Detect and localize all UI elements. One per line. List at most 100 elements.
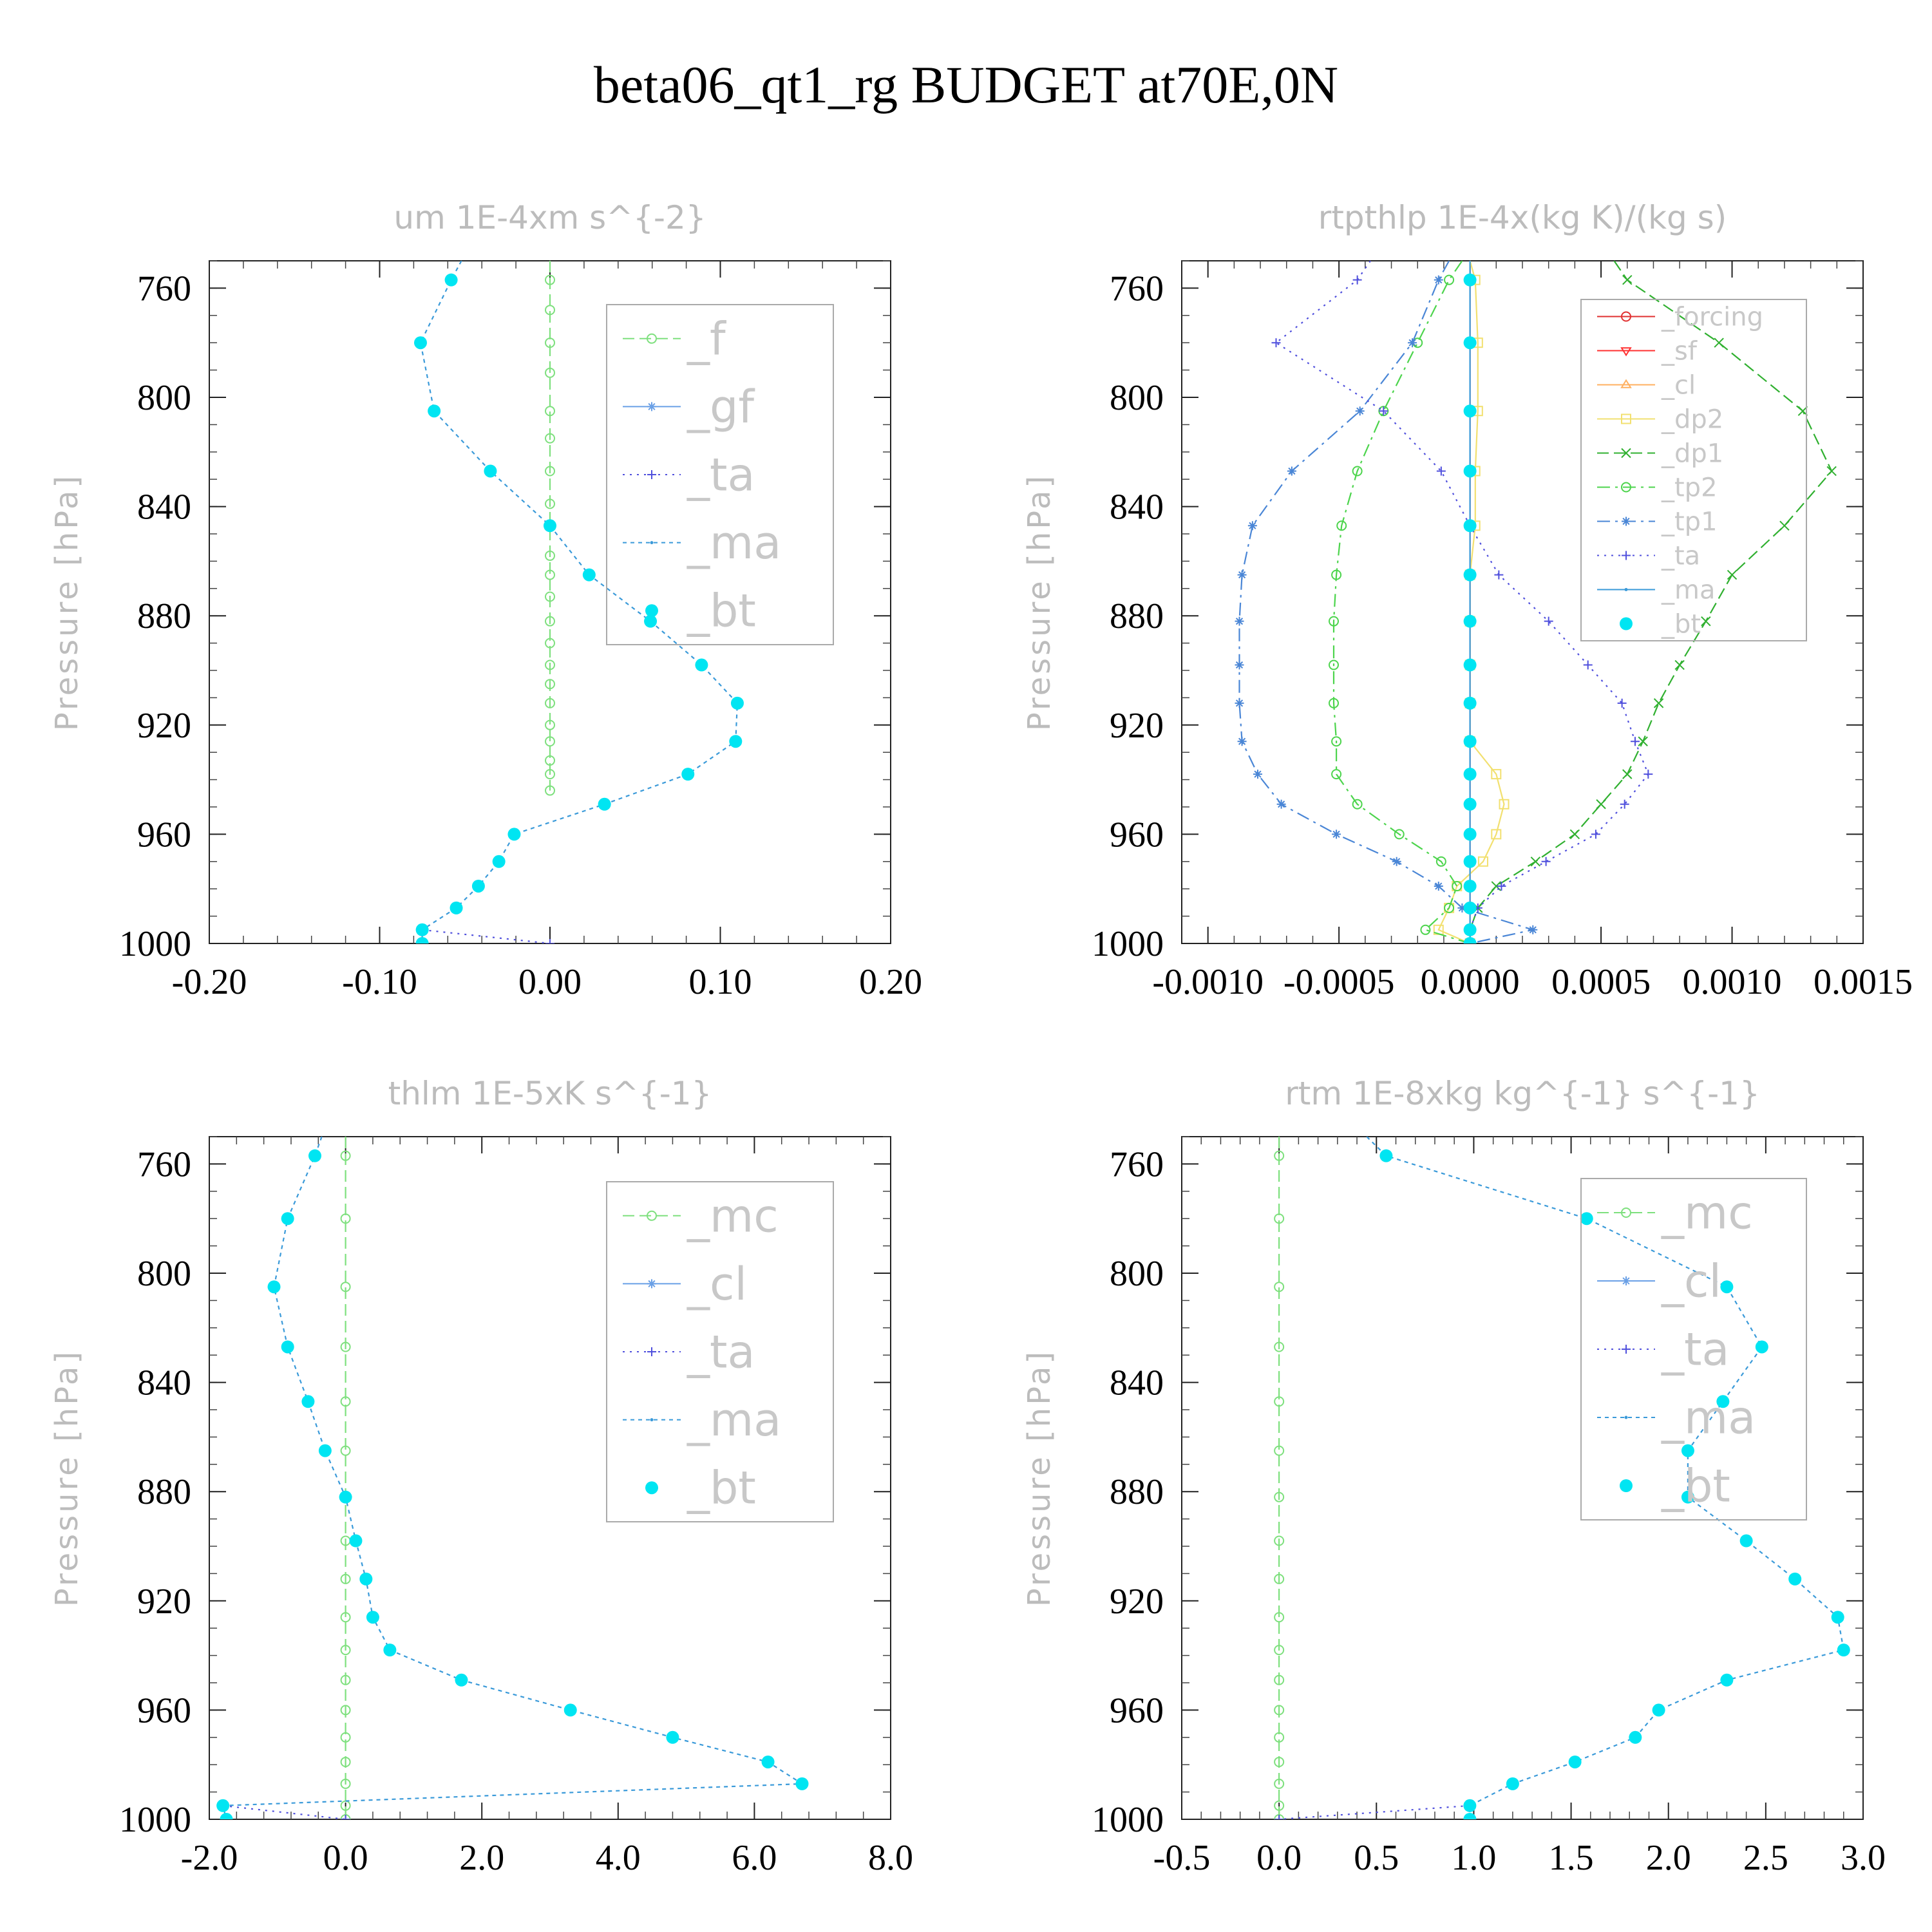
series-tp1-point — [1235, 698, 1244, 708]
y-tick-label: 840 — [1110, 488, 1164, 527]
series-dp2-line — [1437, 261, 1505, 943]
series-tp1-point — [1434, 881, 1443, 891]
series-ta-point — [1436, 466, 1446, 476]
series-bt-point — [1463, 519, 1477, 533]
series-f-point — [545, 406, 555, 417]
series-bt-point — [582, 568, 596, 582]
x-tick-label: 0.0015 — [1814, 962, 1913, 1002]
series-bt-point — [1463, 696, 1477, 710]
y-tick-label: 920 — [1110, 1582, 1164, 1622]
series-bt-point — [681, 768, 695, 781]
series-mc-point — [340, 1732, 351, 1743]
series-f-point — [545, 569, 555, 580]
series-f-point — [545, 337, 555, 348]
legend-label: _sf — [1661, 337, 1698, 366]
series-dp1-point — [1569, 829, 1580, 840]
y-tick-label: 800 — [137, 1254, 191, 1294]
series-tp2-point — [1329, 616, 1340, 627]
series-mc-point — [340, 1705, 351, 1716]
series-bt-point — [1720, 1280, 1734, 1294]
series-bt-point — [484, 464, 497, 478]
series-mc-point — [1274, 1705, 1285, 1716]
series-mc-point — [340, 1778, 351, 1789]
series-mc-point — [1274, 1396, 1285, 1407]
legend-label: _ma — [687, 516, 781, 569]
series-f-point — [545, 305, 555, 316]
series-dp1-line — [1469, 261, 1833, 943]
legend-label: _ma — [687, 1394, 781, 1446]
legend-label: _tp1 — [1661, 507, 1718, 537]
series-dp1-point — [1638, 736, 1648, 746]
legend-marker — [647, 1210, 657, 1221]
x-tick-label: -2.0 — [181, 1838, 238, 1878]
series-f-point — [545, 697, 555, 708]
series-f-point — [545, 591, 555, 602]
series-mc-point — [340, 1756, 351, 1767]
legend-marker — [1620, 1479, 1633, 1492]
series-mc-point — [340, 1150, 351, 1161]
x-tick-label: 0.20 — [859, 962, 922, 1002]
legend-marker — [645, 1481, 658, 1495]
legend-label: _bt — [1661, 610, 1701, 639]
series-tp2-point — [1331, 569, 1342, 580]
plot-frame — [1181, 260, 1864, 944]
series-mc-point — [340, 1341, 351, 1352]
y-tick-label: 960 — [137, 1690, 191, 1730]
y-axis-label: Pressure [hPa] — [1021, 1349, 1057, 1607]
legend-marker — [1624, 1416, 1628, 1419]
y-tick-label: 760 — [137, 1144, 191, 1184]
y-tick-label: 960 — [137, 815, 191, 855]
panel-4: rtm 1E-8xkg kg^{-1} s^{-1} Pressure [hPa]… — [1021, 1075, 1886, 1878]
series-bt-point — [450, 901, 463, 914]
series-dp1-point — [1701, 616, 1711, 627]
series-mc-point — [340, 1396, 351, 1407]
series-bt-point — [1720, 1673, 1734, 1687]
y-tick-label: 840 — [137, 1363, 191, 1403]
legend-label: _dp2 — [1661, 405, 1723, 435]
series-dp1-point — [1596, 799, 1606, 810]
x-tick-label: -0.0005 — [1283, 962, 1395, 1002]
series-tp2-point — [1444, 274, 1455, 285]
series-group — [1235, 261, 1837, 943]
series-bt-point — [1568, 1755, 1582, 1768]
series-dp2-point — [1499, 799, 1510, 810]
legend-label: _gf — [687, 381, 755, 433]
series-tp2-point — [1435, 856, 1446, 867]
legend-marker — [1620, 347, 1632, 357]
series-bt-point — [1463, 1813, 1477, 1819]
plot-frame — [1181, 1136, 1864, 1820]
series-f-point — [545, 550, 555, 561]
series-tp1-point — [1276, 799, 1286, 809]
series-ta-point — [1541, 857, 1551, 866]
series-bt-point — [1463, 937, 1477, 943]
series-dp2-point — [1477, 856, 1488, 867]
series-tp1-point — [1408, 338, 1417, 348]
legend-marker — [650, 541, 654, 545]
y-tick-label: 840 — [137, 488, 191, 527]
legend-label: _ta — [1661, 1323, 1729, 1376]
series-bt-point — [349, 1534, 363, 1548]
series-tp1-point — [1247, 521, 1257, 531]
x-tick-label: 8.0 — [868, 1838, 913, 1878]
series-tp1-point — [1287, 466, 1296, 476]
series-ta-point — [1643, 770, 1653, 779]
series-bt-point — [1506, 1777, 1519, 1790]
y-tick-label: 840 — [1110, 1363, 1164, 1403]
legend-marker — [647, 1279, 656, 1289]
legend-label: _forcing — [1661, 303, 1763, 332]
legend-label: _ta — [687, 1326, 755, 1379]
series-mc-point — [340, 1445, 351, 1456]
series-bt-point — [1831, 1611, 1844, 1624]
x-tick-label: 0.0010 — [1683, 962, 1782, 1002]
series-bt-point — [339, 1490, 352, 1504]
series-ta-point — [1494, 570, 1504, 580]
series-ta-point — [1617, 698, 1627, 708]
legend-label: _ta — [1661, 542, 1700, 571]
series-tp1-point — [1235, 616, 1244, 626]
series-bt-point — [1463, 658, 1477, 672]
series-dp1-point — [1714, 337, 1724, 348]
series-bt-point — [1379, 1149, 1393, 1162]
series-mc-point — [1274, 1213, 1285, 1224]
series-f-point — [545, 638, 555, 649]
